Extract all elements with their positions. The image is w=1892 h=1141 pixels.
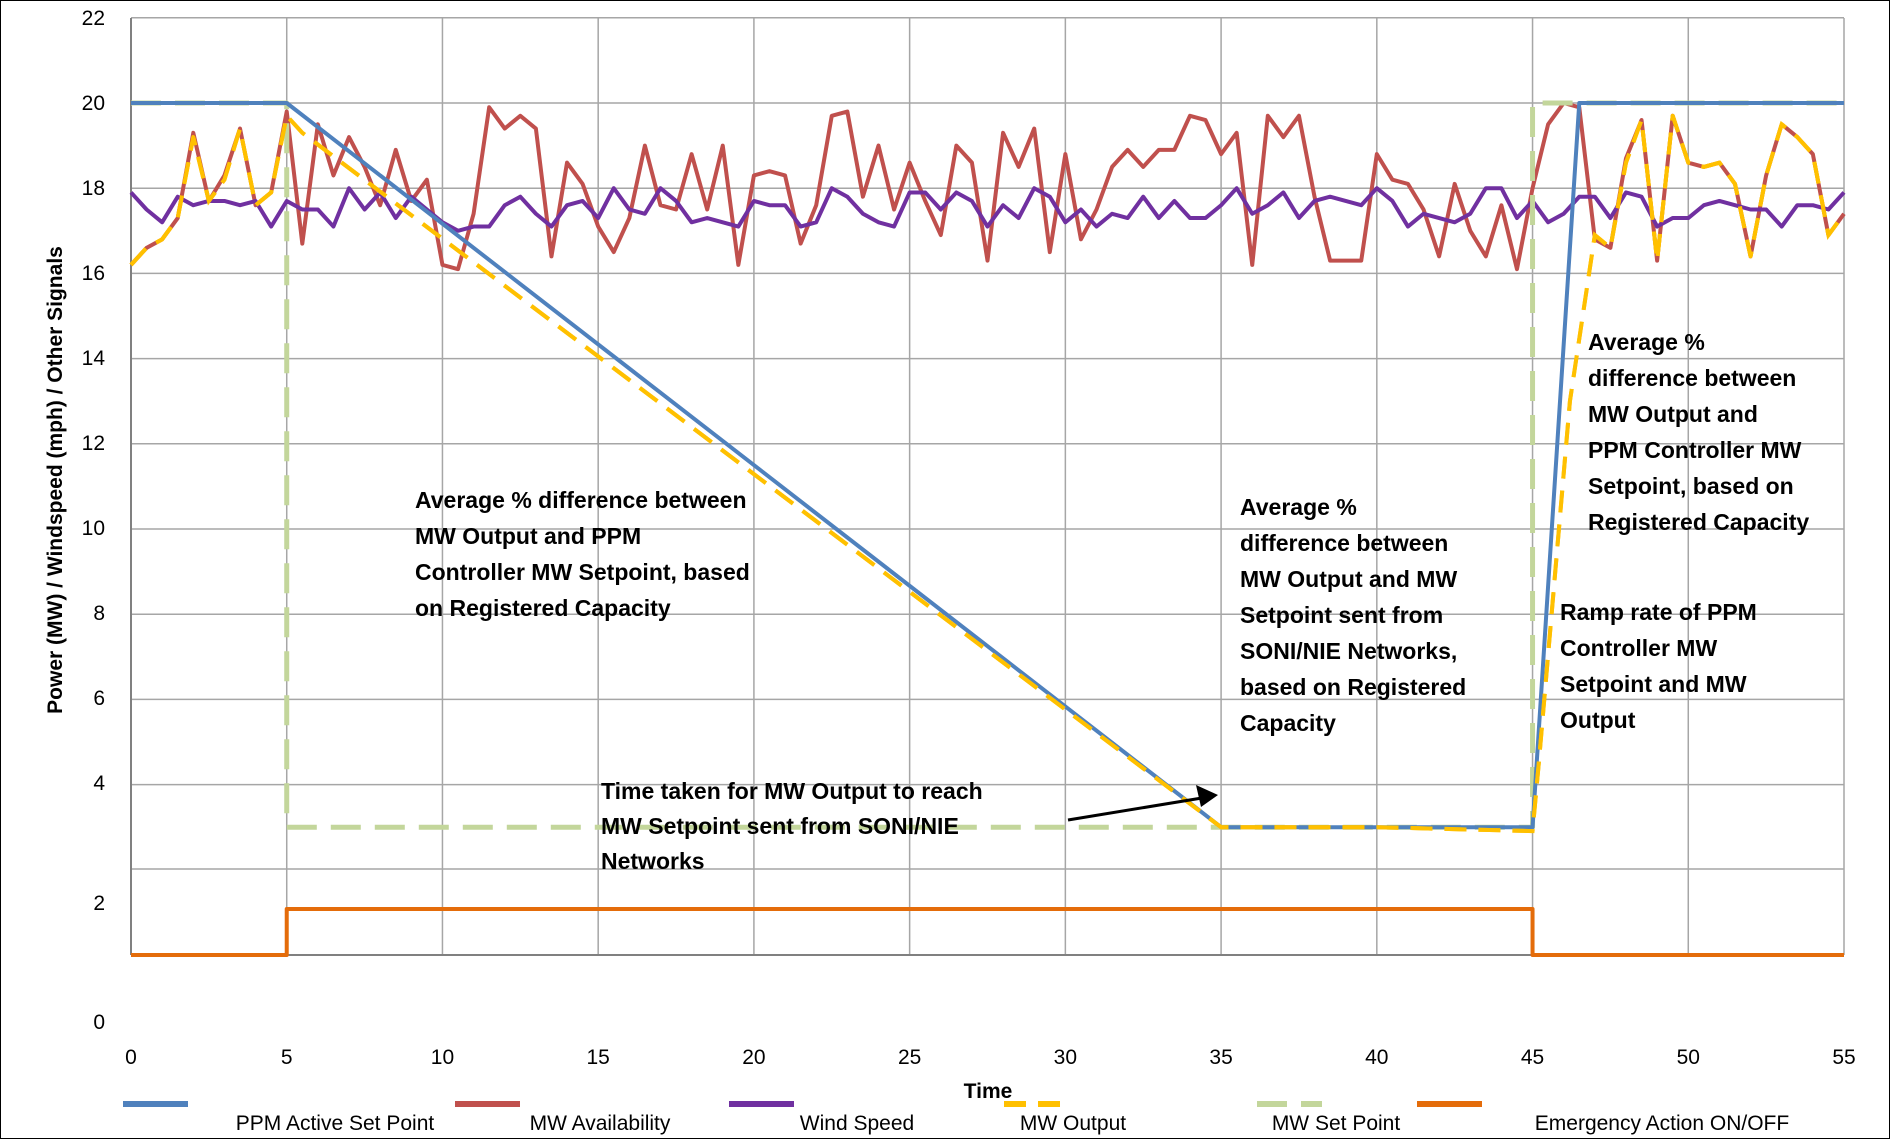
x-tick-label: 25: [898, 1046, 921, 1069]
y-axis-title: Power (MW) / Windspeed (mph) / Other Sig…: [44, 246, 67, 714]
annotation-line: Setpoint and MW: [1560, 671, 1747, 697]
x-tick-label: 0: [125, 1046, 137, 1069]
y-tick-label: 6: [93, 687, 105, 710]
annotation-line: Time taken for MW Output to reach: [601, 778, 983, 804]
annotation-line: based on Registered: [1240, 674, 1466, 700]
annotation-line: Capacity: [1240, 710, 1336, 736]
y-tick-label: 12: [82, 432, 105, 455]
x-axis-title: Time: [964, 1080, 1013, 1103]
annotation-line: Output: [1560, 707, 1636, 733]
y-tick-label: 18: [82, 177, 105, 200]
x-tick-label: 15: [587, 1046, 610, 1069]
y-tick-label: 8: [93, 602, 105, 625]
series-line-4: [131, 100, 1844, 830]
y-tick-label: 4: [93, 772, 105, 795]
annotation-line: Controller MW Setpoint, based: [415, 559, 750, 585]
legend: PPM Active Set Point MW Availability Wind …: [123, 1101, 1789, 1135]
legend-label: Emergency Action ON/OFF: [1535, 1112, 1789, 1135]
annotation-line: MW Setpoint sent from SONI/NIE: [601, 813, 959, 839]
annotation-arrowhead: [1196, 785, 1218, 807]
x-tick-label: 10: [431, 1046, 454, 1069]
x-tick-label: 50: [1677, 1046, 1700, 1069]
annotation-line: Networks: [601, 848, 705, 874]
annotation-line: MW Output and PPM: [415, 523, 641, 549]
annotation-line: Average %: [1240, 494, 1357, 520]
series-line-1: [129, 101, 1846, 272]
x-tick-label: 45: [1521, 1046, 1544, 1069]
axes: 0 2 4 6 8 10 12 14 16 18 20 22 0 5 10 15 20 25 30 35 40 45 50 5…: [82, 7, 1856, 1069]
x-tick-label: 35: [1209, 1046, 1232, 1069]
legend-label: MW Output: [1020, 1112, 1126, 1135]
annotation-line: Ramp rate of PPM: [1560, 599, 1757, 625]
annotation-line: on Registered Capacity: [415, 595, 671, 621]
y-tick-label: 0: [93, 1011, 105, 1034]
series-line-2: [129, 186, 1846, 233]
annotation-line: Average % difference between: [415, 487, 747, 513]
x-tick-label: 30: [1054, 1046, 1077, 1069]
series-line-5: [131, 907, 1844, 957]
legend-label: PPM Active Set Point: [236, 1112, 435, 1135]
annotation-line: SONI/NIE Networks,: [1240, 638, 1457, 664]
annotation-line: MW Output and MW: [1240, 566, 1457, 592]
x-tick-label: 5: [281, 1046, 293, 1069]
annotation-arrow: [1067, 795, 1209, 822]
y-tick-label: 20: [82, 92, 105, 115]
annotation-line: Setpoint sent from: [1240, 602, 1443, 628]
y-tick-label: 16: [82, 262, 105, 285]
y-tick-label: 14: [82, 347, 106, 370]
annotation-line: PPM Controller MW: [1588, 437, 1802, 463]
annotations: Average % difference between MW Output an…: [415, 329, 1809, 874]
legend-label: MW Set Point: [1272, 1112, 1401, 1135]
y-tick-label: 2: [93, 892, 105, 915]
y-tick-label: 22: [82, 7, 105, 30]
annotation-line: difference between: [1240, 530, 1448, 556]
annotation-line: Setpoint, based on: [1588, 473, 1794, 499]
series-group: [129, 100, 1846, 957]
x-tick-label: 55: [1832, 1046, 1855, 1069]
annotation-line: MW Output and: [1588, 401, 1758, 427]
x-tick-label: 40: [1365, 1046, 1388, 1069]
legend-label: MW Availability: [530, 1112, 671, 1135]
annotation-line: Controller MW: [1560, 635, 1717, 661]
legend-label: Wind Speed: [800, 1112, 914, 1135]
y-tick-label: 10: [82, 517, 105, 540]
annotation-line: difference between: [1588, 365, 1796, 391]
annotation-line: Average %: [1588, 329, 1705, 355]
annotation-line: Registered Capacity: [1588, 509, 1809, 535]
x-tick-label: 20: [742, 1046, 765, 1069]
